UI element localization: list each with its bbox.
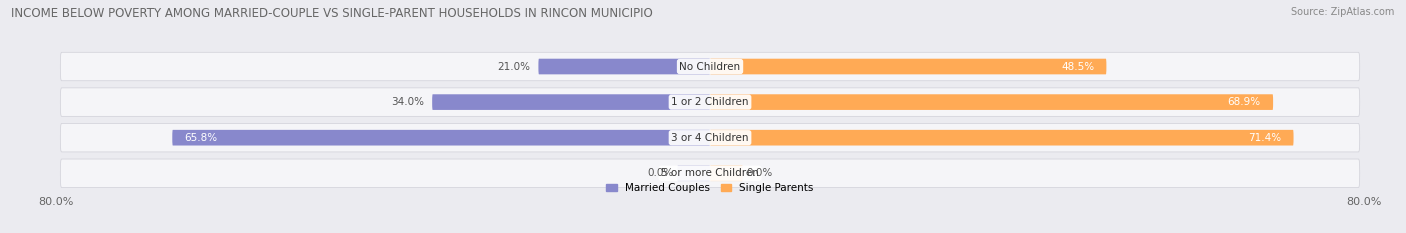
- Text: INCOME BELOW POVERTY AMONG MARRIED-COUPLE VS SINGLE-PARENT HOUSEHOLDS IN RINCON : INCOME BELOW POVERTY AMONG MARRIED-COUPL…: [11, 7, 652, 20]
- FancyBboxPatch shape: [710, 165, 742, 181]
- FancyBboxPatch shape: [60, 159, 1360, 188]
- Legend: Married Couples, Single Parents: Married Couples, Single Parents: [602, 179, 818, 197]
- FancyBboxPatch shape: [60, 88, 1360, 116]
- FancyBboxPatch shape: [60, 52, 1360, 81]
- Text: 34.0%: 34.0%: [391, 97, 425, 107]
- Text: 21.0%: 21.0%: [498, 62, 530, 72]
- Text: Source: ZipAtlas.com: Source: ZipAtlas.com: [1291, 7, 1395, 17]
- Text: 0.0%: 0.0%: [647, 168, 673, 178]
- FancyBboxPatch shape: [432, 94, 710, 110]
- Text: 3 or 4 Children: 3 or 4 Children: [671, 133, 749, 143]
- Text: 0.0%: 0.0%: [747, 168, 773, 178]
- FancyBboxPatch shape: [60, 123, 1360, 152]
- FancyBboxPatch shape: [678, 165, 710, 181]
- Text: 71.4%: 71.4%: [1249, 133, 1281, 143]
- Text: 1 or 2 Children: 1 or 2 Children: [671, 97, 749, 107]
- Text: No Children: No Children: [679, 62, 741, 72]
- Text: 48.5%: 48.5%: [1062, 62, 1094, 72]
- Text: 68.9%: 68.9%: [1227, 97, 1261, 107]
- FancyBboxPatch shape: [173, 130, 710, 146]
- FancyBboxPatch shape: [710, 130, 1294, 146]
- FancyBboxPatch shape: [710, 59, 1107, 74]
- FancyBboxPatch shape: [710, 94, 1272, 110]
- Text: 5 or more Children: 5 or more Children: [661, 168, 759, 178]
- Text: 65.8%: 65.8%: [184, 133, 218, 143]
- FancyBboxPatch shape: [538, 59, 710, 74]
